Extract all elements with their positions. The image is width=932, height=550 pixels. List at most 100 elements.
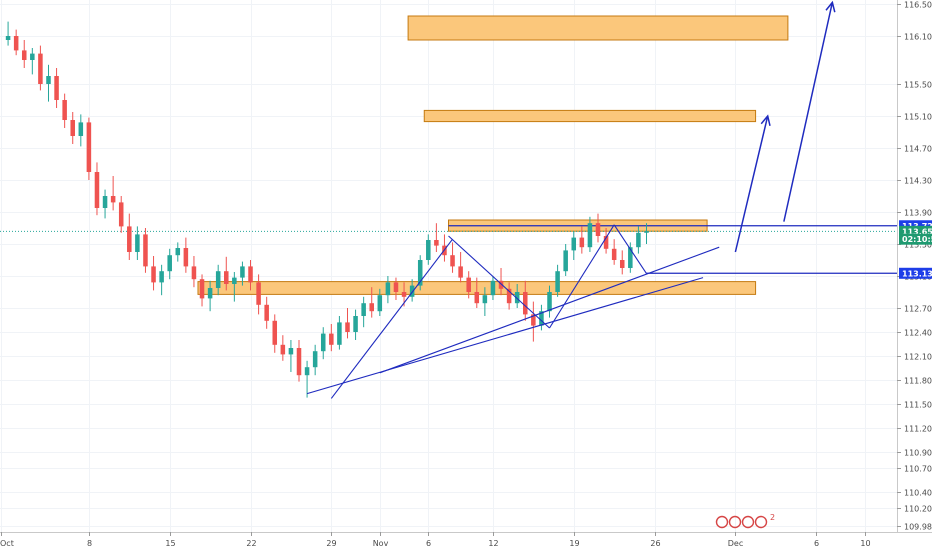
time-tick-label: 6 bbox=[814, 539, 819, 548]
price-tick-label: 110.400 bbox=[904, 489, 932, 498]
candle-body bbox=[288, 348, 294, 355]
candle-body bbox=[361, 303, 366, 316]
candle-body bbox=[143, 234, 148, 267]
candle-body bbox=[498, 280, 504, 289]
resistance-zone[interactable] bbox=[407, 15, 789, 41]
candle-body bbox=[377, 295, 383, 312]
candle-body bbox=[215, 271, 221, 288]
candle-body bbox=[490, 280, 496, 296]
trend-line[interactable] bbox=[330, 238, 453, 399]
price-tick-label: 110.200 bbox=[904, 505, 932, 514]
time-tick-label: Nov bbox=[373, 539, 389, 548]
logo-circle-2 bbox=[728, 515, 742, 529]
candle-body bbox=[417, 260, 423, 286]
trend-line[interactable] bbox=[549, 224, 615, 329]
axes bbox=[0, 0, 932, 533]
candle-body bbox=[514, 292, 520, 304]
candle-body bbox=[409, 285, 415, 297]
candle-body bbox=[38, 53, 43, 84]
candle-body bbox=[426, 240, 431, 260]
candle-body bbox=[547, 292, 552, 312]
candle-body bbox=[46, 76, 51, 84]
candle-body bbox=[644, 231, 649, 233]
price-tick-label: 109.980 bbox=[904, 523, 932, 532]
price-tick-label: 111.800 bbox=[904, 377, 932, 386]
watermark-logo: 2 bbox=[715, 513, 775, 529]
candle-body bbox=[62, 100, 67, 120]
trend-line[interactable] bbox=[306, 277, 704, 395]
candle-body bbox=[54, 76, 59, 100]
time-axis[interactable]: Oct 8 15 22 29 Nov 6 12 19 26 Dec 6 10 bbox=[0, 532, 871, 548]
candle-body bbox=[159, 271, 164, 283]
candle-body bbox=[385, 282, 391, 296]
candle-body bbox=[571, 237, 577, 251]
candle-body bbox=[232, 277, 237, 284]
candle-body bbox=[579, 237, 585, 248]
candle-body bbox=[5, 36, 11, 40]
price-tick-label: 112.700 bbox=[904, 305, 932, 314]
price-tag bbox=[899, 225, 932, 237]
candle-body bbox=[21, 50, 27, 60]
candle-body bbox=[30, 53, 35, 60]
candle-body bbox=[611, 248, 617, 260]
candle-body bbox=[523, 292, 528, 315]
candle-body bbox=[555, 271, 560, 292]
price-tick-label: 115.100 bbox=[904, 113, 932, 122]
trend-lines[interactable] bbox=[306, 0, 836, 399]
time-tick-label: 10 bbox=[860, 539, 870, 548]
candle-body bbox=[628, 247, 633, 268]
price-tick-label: 112.400 bbox=[904, 329, 932, 338]
candle-body bbox=[167, 255, 172, 272]
candle-body bbox=[345, 322, 350, 332]
candle-body bbox=[636, 232, 641, 248]
candle-body bbox=[280, 344, 286, 355]
candle-body bbox=[434, 240, 439, 246]
resistance-zone[interactable] bbox=[423, 109, 757, 123]
candle-body bbox=[70, 120, 75, 136]
projection-arrow-line[interactable] bbox=[783, 2, 834, 222]
candle-body bbox=[450, 255, 455, 267]
candle-body bbox=[304, 367, 310, 376]
time-tick-label: 12 bbox=[488, 539, 498, 548]
candle-body bbox=[466, 277, 471, 292]
time-tick-label: Dec bbox=[728, 539, 743, 548]
trend-line[interactable] bbox=[448, 235, 550, 329]
candle-body bbox=[320, 333, 326, 352]
candle-body bbox=[86, 122, 92, 172]
candle-body bbox=[248, 266, 253, 283]
candle-body bbox=[191, 266, 197, 280]
time-tick-label: 26 bbox=[650, 539, 660, 548]
time-tick-label: 19 bbox=[569, 539, 579, 548]
trend-line[interactable] bbox=[379, 246, 720, 374]
watermark-text: 2 bbox=[770, 513, 775, 522]
time-tick-label: 22 bbox=[246, 539, 256, 548]
price-axis[interactable]: 116.500 116.100 115.500 115.100 114.700 114.3… bbox=[897, 1, 932, 532]
candle-body bbox=[102, 196, 108, 208]
candle-body bbox=[78, 122, 84, 136]
candle-body bbox=[531, 314, 536, 326]
candle-body bbox=[369, 303, 374, 312]
price-tick-label: 113.500 bbox=[904, 241, 932, 250]
price-tags: 113.728113.65802:10:57113.134 bbox=[899, 220, 932, 279]
candle-body bbox=[595, 223, 601, 236]
candle-body bbox=[151, 266, 156, 283]
candle-body bbox=[183, 248, 189, 267]
candle-body bbox=[458, 266, 463, 278]
candle-body bbox=[603, 236, 609, 249]
candle-body bbox=[199, 279, 205, 299]
candle-body bbox=[264, 304, 269, 321]
candle-body bbox=[393, 282, 399, 292]
price-tick-label: 110.900 bbox=[904, 449, 932, 458]
projection-arrow-line[interactable] bbox=[734, 115, 769, 253]
price-tick-label: 115.500 bbox=[904, 81, 932, 90]
candle-body bbox=[312, 351, 318, 368]
level-lines[interactable] bbox=[0, 225, 897, 274]
price-tick-label: 116.100 bbox=[904, 33, 932, 42]
price-tag bbox=[899, 267, 932, 279]
trend-line[interactable] bbox=[613, 224, 647, 274]
price-tag-label: 113.658 bbox=[902, 227, 932, 236]
candle-body bbox=[256, 282, 261, 305]
price-tag-label: 02:10:57 bbox=[902, 235, 932, 244]
